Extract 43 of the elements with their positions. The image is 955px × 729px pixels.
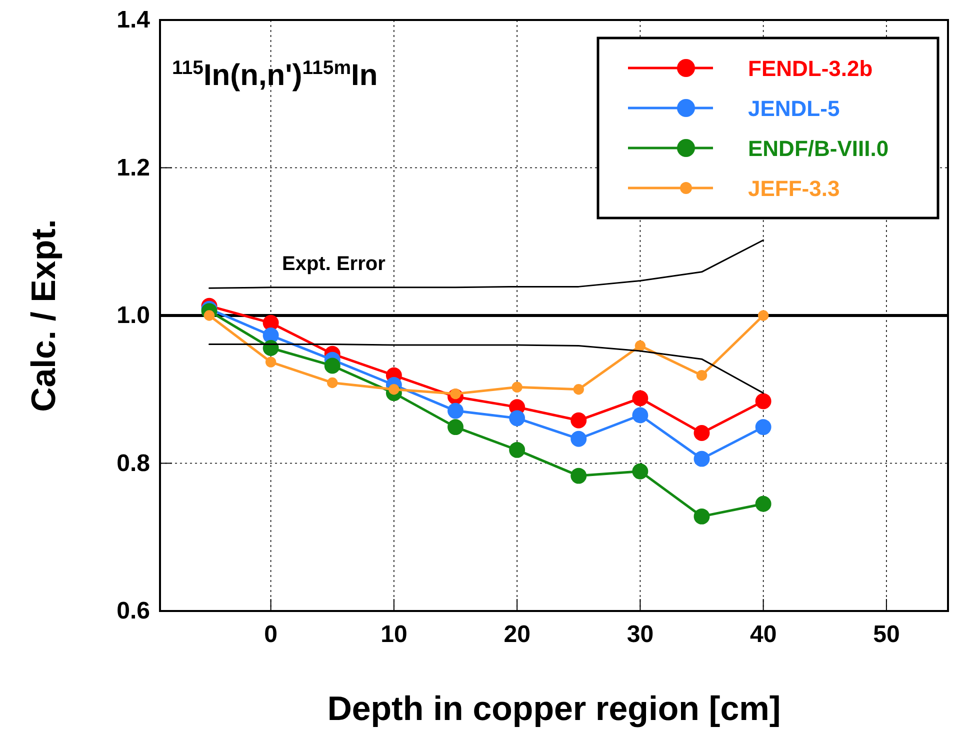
y-tick-label: 0.8 [116, 450, 150, 477]
legend-label: JEFF-3.3 [748, 176, 840, 201]
x-tick-label: 20 [504, 621, 530, 648]
point [755, 393, 772, 410]
point [327, 377, 338, 388]
point [694, 450, 710, 467]
point [632, 390, 648, 406]
y-tick-label: 0.6 [116, 598, 150, 625]
y-tick-label: 1.4 [116, 6, 151, 34]
point [448, 419, 464, 436]
point [696, 370, 708, 381]
point [509, 410, 526, 426]
y-tick-label: 1.2 [116, 154, 150, 182]
point [448, 402, 464, 419]
point [512, 382, 522, 392]
legend-label: ENDF/B-VIII.0 [748, 136, 889, 161]
point [570, 430, 587, 447]
annotation: Expt. Error [282, 253, 386, 275]
x-axis-title: Depth in copper region [cm] [327, 690, 781, 728]
point [632, 463, 648, 480]
x-tick-label: 50 [873, 621, 900, 648]
x-tick-label: 30 [626, 621, 654, 648]
point [755, 496, 772, 512]
point [570, 412, 587, 428]
point [755, 419, 772, 436]
point [758, 310, 769, 321]
point [573, 384, 584, 395]
point [324, 358, 340, 374]
point [265, 356, 276, 368]
y-axis-title: Calc. / Expt. [25, 219, 63, 412]
legend-label: FENDL-3.2b [748, 56, 873, 81]
x-tick-label: 0 [264, 621, 278, 648]
x-tick-label: 10 [380, 621, 408, 648]
point [632, 407, 648, 424]
point [694, 425, 710, 441]
point [634, 340, 646, 352]
point [694, 508, 710, 524]
legend-label: JENDL-5 [748, 96, 840, 121]
text: $^{115}$In(n,n')$^{115m}$In [172, 57, 378, 92]
x-tick-label: 40 [750, 621, 777, 648]
point [509, 442, 526, 458]
point [570, 468, 587, 484]
y-tick-label: 1.0 [116, 302, 150, 330]
